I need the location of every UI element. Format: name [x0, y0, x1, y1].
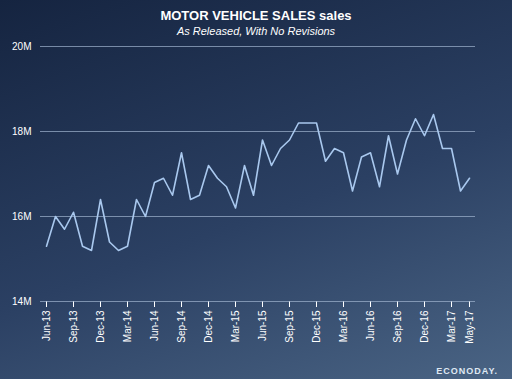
svg-text:Jun-16: Jun-16	[365, 310, 376, 341]
svg-text:14M: 14M	[12, 296, 31, 307]
svg-text:Jun-15: Jun-15	[257, 310, 268, 341]
svg-text:18M: 18M	[12, 126, 31, 137]
svg-text:Sep-14: Sep-14	[176, 310, 187, 343]
svg-text:Dec-15: Dec-15	[311, 310, 322, 343]
svg-text:Mar-14: Mar-14	[122, 310, 133, 342]
html-text:ECONODAY.: ECONODAY.	[436, 366, 498, 376]
html-text:As Released, With No Revisions: As Released, With No Revisions	[176, 25, 336, 37]
svg-text:Mar-15: Mar-15	[230, 310, 241, 342]
svg-text:Jun-13: Jun-13	[41, 310, 52, 341]
svg-text:Sep-15: Sep-15	[284, 310, 295, 343]
svg-text:16M: 16M	[12, 211, 31, 222]
svg-text:Jun-14: Jun-14	[149, 310, 160, 341]
svg-text:May-17: May-17	[464, 310, 475, 344]
svg-text:20M: 20M	[12, 41, 31, 52]
svg-text:Dec-16: Dec-16	[419, 310, 430, 343]
svg-text:Sep-16: Sep-16	[392, 310, 403, 343]
svg-text:Mar-17: Mar-17	[446, 310, 457, 342]
svg-text:Dec-13: Dec-13	[95, 310, 106, 343]
svg-text:Dec-14: Dec-14	[203, 310, 214, 343]
html-text:MOTOR VEHICLE SALES sales: MOTOR VEHICLE SALES sales	[160, 8, 352, 23]
svg-text:Mar-16: Mar-16	[338, 310, 349, 342]
svg-text:Sep-13: Sep-13	[68, 310, 79, 343]
